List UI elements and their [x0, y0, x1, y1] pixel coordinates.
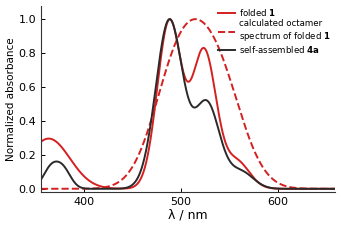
calculated octamer
spectrum of folded 1: [278, 182, 282, 185]
self-assembled 4a: [184, 90, 189, 92]
Line: folded 1: folded 1: [36, 19, 341, 189]
Line: self-assembled 4a: self-assembled 4a: [36, 19, 341, 189]
Y-axis label: Normalized absorbance: Normalized absorbance: [5, 37, 16, 161]
self-assembled 4a: [334, 188, 338, 190]
self-assembled 4a: [50, 162, 54, 165]
folded 1: [50, 138, 54, 141]
folded 1: [278, 187, 282, 190]
calculated octamer
spectrum of folded 1: [34, 188, 38, 190]
folded 1: [334, 188, 338, 190]
X-axis label: λ / nm: λ / nm: [168, 208, 208, 222]
calculated octamer
spectrum of folded 1: [176, 36, 180, 38]
calculated octamer
spectrum of folded 1: [50, 188, 54, 190]
Legend: folded $\mathbf{1}$, calculated octamer
spectrum of folded $\mathbf{1}$, self-as: folded $\mathbf{1}$, calculated octamer …: [217, 6, 331, 56]
folded 1: [168, 18, 172, 20]
self-assembled 4a: [34, 184, 38, 187]
self-assembled 4a: [176, 46, 180, 49]
self-assembled 4a: [334, 188, 338, 190]
calculated octamer
spectrum of folded 1: [334, 188, 338, 190]
folded 1: [334, 188, 338, 190]
self-assembled 4a: [168, 18, 172, 20]
folded 1: [184, 79, 189, 82]
calculated octamer
spectrum of folded 1: [193, 18, 197, 20]
folded 1: [34, 145, 38, 148]
calculated octamer
spectrum of folded 1: [334, 188, 338, 190]
calculated octamer
spectrum of folded 1: [184, 22, 189, 25]
self-assembled 4a: [278, 187, 282, 190]
Line: calculated octamer
spectrum of folded 1: calculated octamer spectrum of folded 1: [36, 19, 341, 189]
folded 1: [176, 46, 180, 49]
